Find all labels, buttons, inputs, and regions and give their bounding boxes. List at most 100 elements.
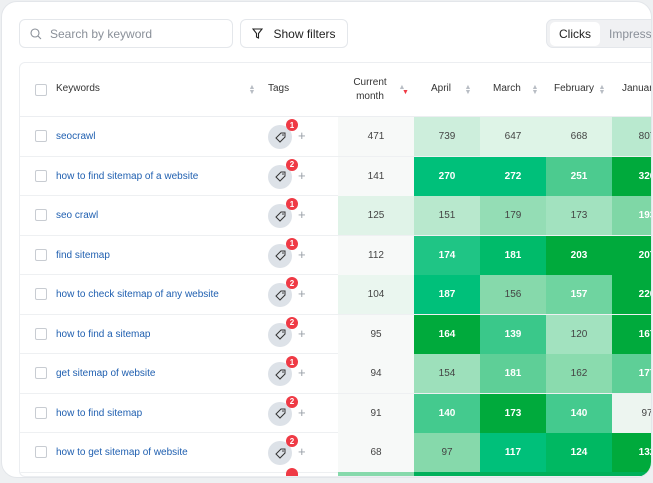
month-cell: 739: [414, 117, 480, 156]
sort-desc-icon[interactable]: ▲ ▼: [398, 84, 409, 96]
toggle-clicks[interactable]: Clicks: [550, 21, 600, 46]
keyword-link[interactable]: find sitemap: [56, 249, 110, 261]
header-march[interactable]: March: [493, 83, 521, 94]
header-february[interactable]: February: [554, 83, 595, 94]
month-cell: 272: [480, 156, 546, 196]
table-row-partial: [20, 468, 651, 476]
row-checkbox[interactable]: [35, 367, 47, 379]
table-row: how to check sitemap of any website 2 +1…: [20, 275, 651, 315]
month-cell: 647: [480, 117, 546, 156]
sort-icon[interactable]: ▲ ▼: [464, 84, 472, 96]
row-checkbox[interactable]: [35, 446, 47, 458]
month-cell: 140: [546, 393, 612, 433]
month-cell: 173: [546, 196, 612, 235]
sort-icon[interactable]: ▲ ▼: [531, 84, 539, 96]
month-cell: 807: [612, 117, 651, 156]
search-icon: [30, 27, 42, 39]
filter-icon: [252, 28, 264, 39]
toggle-impressions[interactable]: Impressions: [609, 26, 652, 41]
month-cell: 156: [480, 275, 546, 314]
month-cell: 177: [612, 354, 651, 393]
keyword-link[interactable]: seocrawl: [56, 131, 96, 142]
month-cell: 151: [414, 196, 480, 235]
row-checkbox[interactable]: [35, 169, 47, 182]
sort-icon[interactable]: ▲ ▼: [248, 84, 256, 96]
keyword-link[interactable]: how to find a sitemap: [56, 328, 151, 340]
metric-toggle: Clicks Impressions: [546, 19, 652, 48]
tag-count-badge: 2: [286, 316, 298, 329]
keyword-link[interactable]: how to find sitemap of a website: [56, 170, 199, 182]
tag-count-badge: 2: [286, 435, 298, 447]
cell: [414, 472, 651, 476]
header-keywords[interactable]: Keywords: [56, 83, 100, 94]
month-cell: 164: [414, 314, 480, 354]
table-row: how to find sitemap 2 +91 140 173 140 97: [20, 393, 651, 433]
header-tags: Tags: [268, 83, 290, 94]
tag-count-badge: 2: [286, 158, 298, 171]
header-current-month[interactable]: Current month: [353, 77, 387, 102]
table-row: how to get sitemap of website 2 +68 97 117…: [20, 433, 651, 473]
keyword-link[interactable]: seo crawl: [56, 210, 99, 221]
add-tag-icon[interactable]: +: [298, 167, 306, 183]
month-cell: 167: [612, 314, 651, 354]
tag-count-badge: 1: [286, 198, 298, 210]
keyword-link[interactable]: how to get sitemap of website: [56, 447, 188, 458]
select-all-checkbox[interactable]: [35, 84, 47, 96]
sort-icon[interactable]: ▲ ▼: [598, 84, 606, 96]
tag-icon: [274, 448, 285, 459]
add-tag-icon[interactable]: +: [298, 325, 306, 341]
tag-icon: [274, 250, 285, 261]
current-month-cell: 68: [338, 433, 414, 472]
table-row: get sitemap of website 1 +94154181162177: [20, 354, 651, 394]
current-month-cell: 112: [338, 235, 414, 275]
month-cell: 326: [612, 156, 651, 196]
show-filters-button[interactable]: Show filters: [240, 19, 348, 48]
keywords-table: Keywords ▲ ▼ Tags Current month ▲ ▼ April …: [19, 62, 651, 477]
current-month-cell: 125: [338, 196, 414, 235]
search-placeholder: Search by keyword: [50, 26, 153, 41]
show-filters-label: Show filters: [273, 26, 336, 41]
add-tag-icon[interactable]: +: [298, 246, 306, 262]
month-cell: 162: [546, 354, 612, 393]
add-tag-icon[interactable]: +: [298, 365, 306, 380]
row-checkbox[interactable]: [35, 209, 47, 221]
tag-icon: [274, 290, 285, 301]
month-cell: 174: [414, 235, 480, 275]
add-tag-icon[interactable]: +: [298, 444, 306, 459]
month-cell: 193: [612, 196, 651, 235]
row-checkbox[interactable]: [35, 327, 47, 340]
add-tag-icon[interactable]: +: [298, 207, 306, 222]
add-tag-icon[interactable]: +: [298, 404, 306, 420]
month-cell: 139: [480, 314, 546, 354]
cell: [338, 472, 414, 476]
current-month-cell: 91: [338, 393, 414, 433]
current-month-cell: 471: [338, 117, 414, 156]
current-month-cell: 95: [338, 314, 414, 354]
month-cell: 117: [480, 433, 546, 472]
row-checkbox[interactable]: [35, 130, 47, 142]
table-row: find sitemap 1 +112174181203207: [20, 235, 651, 275]
row-checkbox[interactable]: [35, 288, 47, 300]
row-checkbox[interactable]: [35, 406, 47, 419]
add-tag-icon[interactable]: +: [298, 286, 306, 301]
tag-icon: [274, 211, 285, 222]
search-input[interactable]: Search by keyword: [19, 19, 233, 48]
header-april[interactable]: April: [431, 83, 452, 94]
month-cell: 203: [546, 235, 612, 275]
month-cell: 251: [546, 156, 612, 196]
tag-count-badge: 2: [286, 395, 298, 408]
header-january[interactable]: January: [622, 83, 651, 94]
keyword-link[interactable]: get sitemap of website: [56, 368, 156, 379]
keyword-link[interactable]: how to find sitemap: [56, 407, 143, 419]
current-month-cell: 141: [338, 156, 414, 196]
month-cell: 120: [546, 314, 612, 354]
row-checkbox[interactable]: [35, 248, 47, 261]
tag-count-badge: 1: [286, 237, 298, 250]
month-cell: 207: [612, 235, 651, 275]
table-row: how to find sitemap of a website 2 +141 2…: [20, 156, 651, 196]
add-tag-icon[interactable]: +: [298, 128, 306, 143]
keyword-link[interactable]: how to check sitemap of any website: [56, 289, 219, 300]
month-cell: 97: [612, 393, 651, 433]
tag-count-badge: 1: [286, 119, 298, 131]
